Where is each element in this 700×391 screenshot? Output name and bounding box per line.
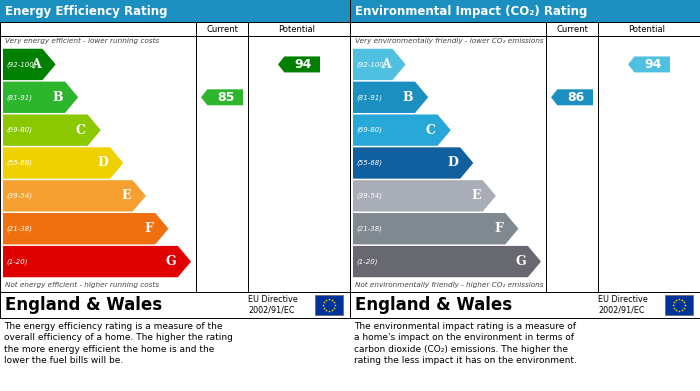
Text: D: D	[447, 156, 458, 170]
Polygon shape	[3, 246, 191, 277]
Text: (92-100): (92-100)	[356, 61, 386, 68]
Text: Current: Current	[206, 25, 238, 34]
Polygon shape	[201, 89, 243, 105]
Text: (1-20): (1-20)	[356, 258, 377, 265]
Polygon shape	[278, 56, 320, 72]
Polygon shape	[3, 115, 101, 146]
Text: Very environmentally friendly - lower CO₂ emissions: Very environmentally friendly - lower CO…	[355, 38, 544, 44]
Text: B: B	[402, 91, 413, 104]
Polygon shape	[3, 147, 123, 179]
Text: (92-100): (92-100)	[6, 61, 36, 68]
Text: Very energy efficient - lower running costs: Very energy efficient - lower running co…	[5, 38, 159, 44]
Bar	[350, 292, 700, 318]
Text: EU Directive: EU Directive	[598, 296, 648, 305]
Text: The environmental impact rating is a measure of
a home's impact on the environme: The environmental impact rating is a mea…	[354, 322, 577, 365]
Bar	[0, 22, 350, 292]
Text: (81-91): (81-91)	[356, 94, 382, 100]
Text: E: E	[121, 189, 131, 203]
Text: E: E	[471, 189, 481, 203]
Text: Potential: Potential	[279, 25, 316, 34]
Bar	[0, 292, 350, 318]
Polygon shape	[353, 213, 519, 244]
Text: (81-91): (81-91)	[6, 94, 32, 100]
Text: (69-80): (69-80)	[356, 127, 382, 133]
Text: (39-54): (39-54)	[6, 193, 32, 199]
Text: (21-38): (21-38)	[6, 226, 32, 232]
Polygon shape	[3, 49, 55, 80]
Text: England & Wales: England & Wales	[5, 296, 162, 314]
Bar	[350, 22, 700, 292]
Polygon shape	[353, 180, 496, 212]
Text: 94: 94	[645, 58, 662, 71]
Polygon shape	[353, 115, 451, 146]
Polygon shape	[353, 147, 473, 179]
Text: EU Directive: EU Directive	[248, 296, 298, 305]
Text: 94: 94	[295, 58, 312, 71]
Polygon shape	[353, 246, 541, 277]
Text: D: D	[97, 156, 108, 170]
Text: Potential: Potential	[629, 25, 666, 34]
Text: (69-80): (69-80)	[6, 127, 32, 133]
Bar	[350, 0, 700, 22]
Text: (39-54): (39-54)	[356, 193, 382, 199]
Text: C: C	[76, 124, 85, 136]
Bar	[665, 295, 693, 315]
Text: (1-20): (1-20)	[6, 258, 27, 265]
Polygon shape	[353, 49, 405, 80]
Text: Energy Efficiency Rating: Energy Efficiency Rating	[5, 5, 167, 18]
Polygon shape	[3, 82, 78, 113]
Text: 85: 85	[218, 91, 235, 104]
Text: F: F	[494, 222, 503, 235]
Text: 2002/91/EC: 2002/91/EC	[598, 305, 645, 314]
Polygon shape	[3, 213, 169, 244]
Text: F: F	[144, 222, 153, 235]
Bar	[0, 0, 350, 22]
Text: G: G	[515, 255, 526, 268]
Text: B: B	[52, 91, 63, 104]
Text: Not energy efficient - higher running costs: Not energy efficient - higher running co…	[5, 282, 159, 288]
Text: The energy efficiency rating is a measure of the
overall efficiency of a home. T: The energy efficiency rating is a measur…	[4, 322, 233, 365]
Polygon shape	[551, 89, 593, 105]
Polygon shape	[628, 56, 670, 72]
Text: England & Wales: England & Wales	[355, 296, 512, 314]
Text: Current: Current	[556, 25, 588, 34]
Text: (55-68): (55-68)	[6, 160, 32, 166]
Text: A: A	[31, 58, 41, 71]
Text: C: C	[426, 124, 435, 136]
Text: G: G	[165, 255, 176, 268]
Text: Environmental Impact (CO₂) Rating: Environmental Impact (CO₂) Rating	[355, 5, 587, 18]
Bar	[315, 295, 343, 315]
Text: (21-38): (21-38)	[356, 226, 382, 232]
Text: (55-68): (55-68)	[356, 160, 382, 166]
Polygon shape	[353, 82, 428, 113]
Text: 86: 86	[568, 91, 584, 104]
Text: 2002/91/EC: 2002/91/EC	[248, 305, 295, 314]
Text: A: A	[381, 58, 391, 71]
Text: Not environmentally friendly - higher CO₂ emissions: Not environmentally friendly - higher CO…	[355, 282, 543, 288]
Polygon shape	[3, 180, 146, 212]
